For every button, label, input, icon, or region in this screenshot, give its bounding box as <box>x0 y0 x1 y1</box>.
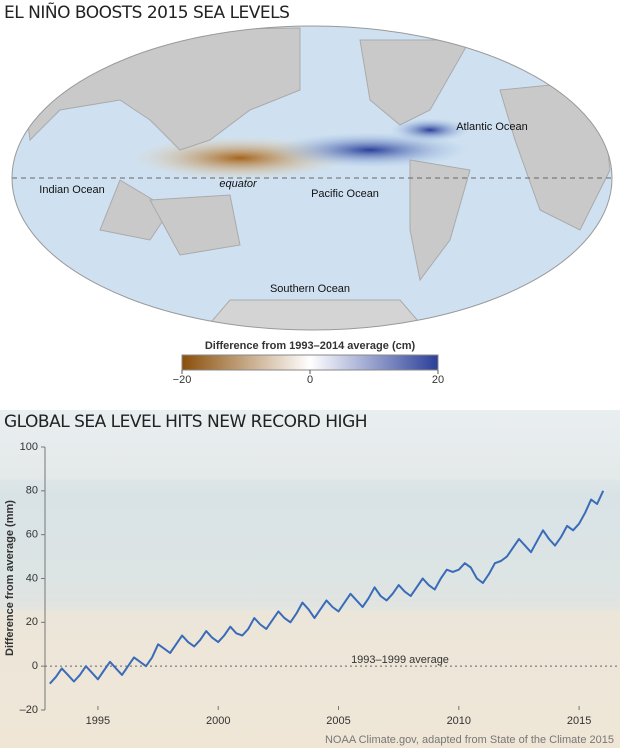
x-tick-label: 2015 <box>567 715 591 727</box>
colorbar-tick-label: 20 <box>432 374 444 386</box>
y-tick-label: 100 <box>20 441 38 453</box>
y-tick-label: 0 <box>32 660 38 672</box>
line-chart <box>0 410 620 748</box>
y-tick-label: 80 <box>26 485 38 497</box>
y-tick-label: 60 <box>26 529 38 541</box>
y-tick-label: 20 <box>26 616 38 628</box>
ocean-label: Indian Ocean <box>39 184 104 196</box>
data-line <box>49 490 605 685</box>
annotation: 1993–1999 average <box>351 654 449 666</box>
map-title: EL NIÑO BOOSTS 2015 SEA LEVELS <box>4 1 289 23</box>
colorbar-label: Difference from 1993–2014 average (cm) <box>205 340 416 352</box>
colorbar-scale <box>181 354 439 371</box>
source: NOAA Climate.gov, adapted from State of … <box>325 734 614 746</box>
y-tick-label: 40 <box>26 572 38 584</box>
x-tick-label: 1995 <box>86 715 110 727</box>
x-tick-label: 2010 <box>447 715 471 727</box>
equator-label: equator <box>219 178 258 190</box>
x-tick-label: 2000 <box>206 715 230 727</box>
map <box>12 26 612 330</box>
ocean-label: Pacific Ocean <box>311 188 379 200</box>
ocean-label: Atlantic Ocean <box>456 121 528 133</box>
plot: –20 0 20 40 60 80 100 1995 2000 2005 2010 2015 <box>20 441 620 727</box>
ocean-label: Southern Ocean <box>270 283 350 295</box>
colorbar-tick-label: −20 <box>173 374 192 386</box>
y-axis-label: Difference from average (mm) <box>4 500 16 656</box>
x-tick-label: 2005 <box>326 715 350 727</box>
y-tick-label: –20 <box>20 704 38 716</box>
colorbar-tick-label: 0 <box>307 374 313 386</box>
colorbar: −20 0 20 <box>173 354 444 386</box>
chart-title: GLOBAL SEA LEVEL HITS NEW RECORD HIGH <box>4 412 367 432</box>
